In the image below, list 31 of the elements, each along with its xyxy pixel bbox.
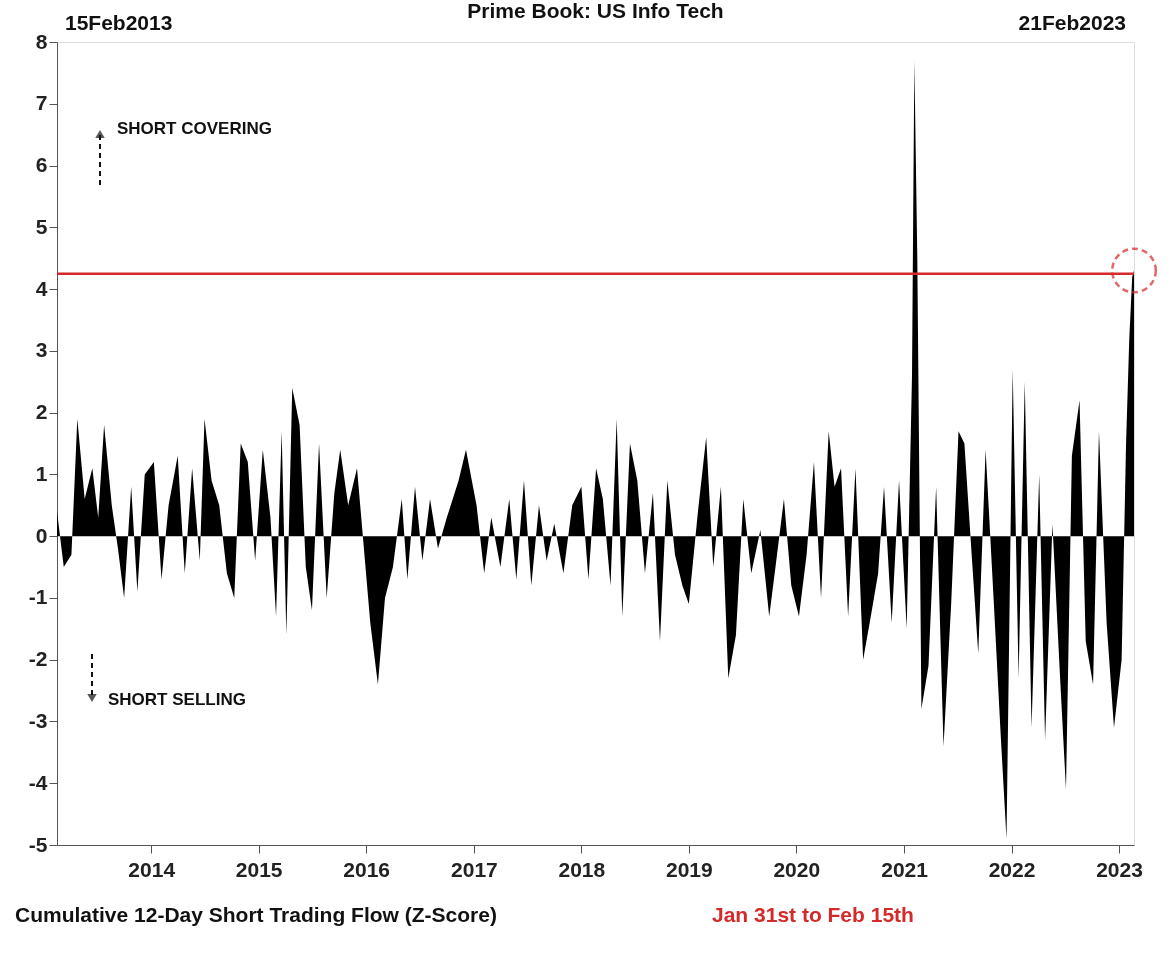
text: 15Feb2013 <box>65 11 173 34</box>
annotation: SHORT SELLING <box>108 690 246 709</box>
x-axis-title: Cumulative 12-Day Short Trading Flow (Z-Score) <box>15 903 497 926</box>
text: Jan 31st to Feb 15th <box>712 903 914 926</box>
x-tick-label: 2017 <box>451 857 498 881</box>
y-tick-label: 0 <box>35 523 48 547</box>
x-tick-label: 2020 <box>773 857 821 881</box>
annotation: SHORT COVERING <box>117 119 272 138</box>
y-tick-label: 3 <box>35 338 48 362</box>
x-tick-label: 2015 <box>235 857 283 881</box>
y-tick-label: 4 <box>35 276 48 300</box>
y-tick-label: -4 <box>28 770 48 794</box>
x-tick-label: 2018 <box>558 857 606 881</box>
y-tick-label: 5 <box>35 214 48 238</box>
x-tick-label: 2014 <box>128 857 176 881</box>
y-tick-label: 8 <box>35 29 48 53</box>
y-tick-label: -1 <box>28 585 48 609</box>
y-tick-label: -5 <box>28 832 48 856</box>
x-tick-label: 2022 <box>988 857 1036 881</box>
x-tick-label: 2019 <box>665 857 713 881</box>
y-tick-label: 7 <box>35 91 48 115</box>
y-tick-label: -2 <box>28 647 48 671</box>
x-tick-label: 2016 <box>343 857 390 881</box>
y-tick-label: 2 <box>35 400 48 424</box>
y-tick-label: 1 <box>35 461 48 485</box>
x-tick-label: 2021 <box>881 857 929 881</box>
y-tick-label: -3 <box>28 708 48 732</box>
chart-title: Prime Book: US Info Tech <box>467 0 724 22</box>
x-tick-label: 2023 <box>1096 857 1143 881</box>
y-tick-label: 6 <box>35 153 48 177</box>
text: 21Feb2023 <box>1018 11 1126 34</box>
